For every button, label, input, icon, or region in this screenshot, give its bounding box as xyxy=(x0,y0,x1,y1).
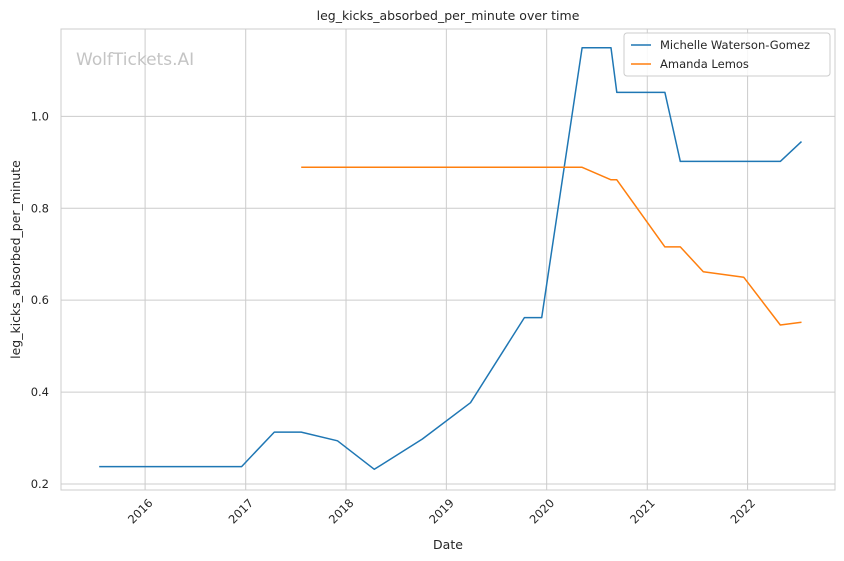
legend-box xyxy=(623,32,831,77)
x-axis-title: Date xyxy=(433,537,463,552)
legend-label-0: Michelle Waterson-Gomez xyxy=(660,38,810,52)
grid-lines xyxy=(61,29,835,490)
y-tick-label: 0.8 xyxy=(31,201,49,215)
legend: Michelle Waterson-Gomez Amanda Lemos xyxy=(623,32,831,77)
y-tick-label: 0.2 xyxy=(31,477,49,491)
y-axis-title: leg_kicks_absorbed_per_minute xyxy=(8,160,23,359)
y-tick-label: 1.0 xyxy=(31,109,49,123)
series-line-1 xyxy=(301,166,802,326)
series-line-0 xyxy=(99,47,803,471)
y-tick-label: 0.4 xyxy=(31,385,49,399)
watermark-text: WolfTickets.AI xyxy=(76,50,194,70)
chart-title: leg_kicks_absorbed_per_minute over time xyxy=(317,8,580,23)
plot-area-frame xyxy=(60,28,836,491)
legend-label-1: Amanda Lemos xyxy=(660,57,749,71)
y-tick-label: 0.6 xyxy=(31,293,49,307)
y-axis-ticks: 0.2 0.4 0.6 0.8 1.0 xyxy=(31,109,49,491)
series-layer xyxy=(99,47,803,471)
